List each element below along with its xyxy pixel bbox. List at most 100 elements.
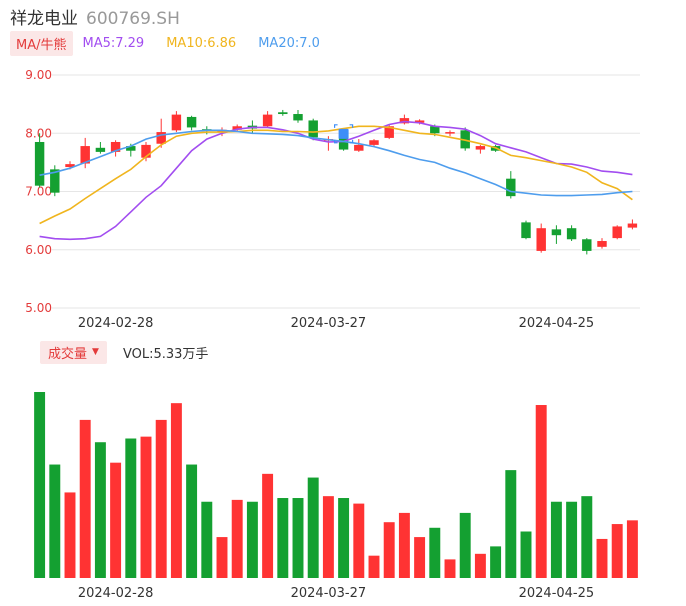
candle-body bbox=[536, 228, 546, 251]
volume-bar bbox=[490, 546, 502, 578]
volume-bar bbox=[474, 553, 486, 578]
candle bbox=[566, 225, 577, 242]
x-tick-label: 2024-04-25 bbox=[519, 316, 595, 331]
volume-bar bbox=[626, 520, 638, 578]
volume-bar bbox=[186, 464, 198, 578]
candle-body bbox=[566, 228, 577, 240]
ma-legend: MA/牛熊 MA5:7.29 MA10:6.86 MA20:7.0 bbox=[10, 30, 320, 56]
candle-body bbox=[186, 116, 197, 128]
volume-bar bbox=[383, 522, 395, 578]
y-tick-label: 5.00 bbox=[25, 301, 52, 315]
volume-bar bbox=[64, 492, 76, 578]
volume-indicator-label: 成交量 bbox=[48, 346, 88, 362]
candle bbox=[399, 114, 410, 125]
volume-bar bbox=[611, 524, 623, 578]
volume-bar bbox=[307, 477, 319, 578]
candle-body bbox=[506, 178, 516, 197]
candle-body bbox=[414, 120, 425, 123]
candle-body bbox=[65, 164, 75, 168]
candle bbox=[445, 130, 455, 137]
volume-bar bbox=[170, 403, 182, 578]
ma10-line bbox=[39, 125, 633, 225]
candle bbox=[475, 144, 486, 154]
volume-bar bbox=[246, 501, 258, 578]
candle-body bbox=[384, 126, 394, 138]
ma-lines bbox=[39, 120, 633, 241]
candle-body bbox=[445, 132, 455, 134]
price-y-axis: 9.00 8.00 7.00 6.00 5.00 bbox=[25, 68, 52, 315]
candle bbox=[612, 225, 622, 240]
volume-bar bbox=[444, 559, 456, 578]
ma20-label: MA20:7.0 bbox=[258, 35, 320, 51]
volume-bar bbox=[155, 419, 167, 578]
volume-legend: 成交量 ▼ VOL:5.33万手 bbox=[40, 340, 208, 364]
ma-indicator-button[interactable]: MA/牛熊 bbox=[10, 30, 73, 56]
candle bbox=[506, 171, 516, 199]
volume-bar bbox=[231, 499, 243, 578]
candle bbox=[50, 165, 60, 197]
volume-bar bbox=[398, 512, 410, 578]
candle bbox=[262, 111, 273, 128]
volume-bar bbox=[505, 470, 517, 578]
candle bbox=[232, 124, 242, 132]
volume-bar bbox=[262, 473, 274, 578]
candle-body bbox=[34, 141, 45, 186]
candle-body bbox=[95, 147, 106, 152]
volume-bar bbox=[79, 419, 91, 578]
candle bbox=[414, 119, 425, 125]
ma10-label: MA10:6.86 bbox=[166, 35, 237, 51]
volume-bar bbox=[322, 496, 334, 578]
volume-bar bbox=[49, 464, 61, 578]
candle bbox=[34, 133, 45, 188]
volume-x-tick-label: 2024-02-28 bbox=[78, 586, 154, 601]
stock-code: 600769.SH bbox=[86, 9, 180, 29]
ma20-line bbox=[39, 129, 633, 197]
candle-body bbox=[156, 132, 166, 144]
candle-body bbox=[354, 144, 364, 151]
candle bbox=[460, 127, 470, 151]
candle-body bbox=[262, 114, 273, 127]
volume-bar bbox=[34, 392, 46, 578]
caret-down-icon: ▼ bbox=[92, 347, 99, 357]
volume-bar bbox=[566, 501, 578, 578]
stock-header: 祥龙电业 600769.SH bbox=[10, 4, 180, 29]
stock-name: 祥龙电业 bbox=[10, 9, 78, 29]
volume-bars bbox=[34, 392, 638, 578]
candle-body bbox=[232, 126, 242, 130]
candle bbox=[536, 223, 546, 253]
candle bbox=[551, 225, 562, 244]
ma5-label: MA5:7.29 bbox=[82, 35, 145, 51]
volume-bar bbox=[520, 531, 532, 578]
cursor-marker-icon bbox=[338, 128, 349, 139]
x-tick-label: 2024-03-27 bbox=[291, 316, 367, 331]
volume-bar bbox=[110, 462, 122, 578]
price-grid bbox=[52, 74, 640, 309]
candle bbox=[156, 118, 166, 148]
ma5-line bbox=[39, 120, 633, 241]
volume-bar bbox=[414, 537, 426, 578]
volume-bar bbox=[140, 436, 152, 578]
candle-body bbox=[110, 141, 121, 152]
volume-bar bbox=[429, 527, 441, 578]
volume-indicator-button[interactable]: 成交量 ▼ bbox=[40, 340, 107, 364]
candle bbox=[597, 238, 607, 249]
candle-body bbox=[627, 223, 638, 228]
candle-body bbox=[308, 120, 318, 138]
volume-bar bbox=[292, 498, 304, 578]
candle-body bbox=[338, 137, 349, 150]
volume-bar bbox=[353, 503, 365, 578]
volume-bar bbox=[596, 538, 608, 578]
candle bbox=[582, 238, 592, 255]
candle-body bbox=[521, 222, 531, 239]
y-tick-label: 6.00 bbox=[25, 243, 52, 257]
candle bbox=[278, 109, 288, 116]
candle bbox=[141, 141, 151, 162]
candles bbox=[34, 109, 638, 255]
volume-x-axis: 2024-02-28 2024-03-27 2024-04-25 bbox=[78, 586, 594, 601]
x-tick-label: 2024-02-28 bbox=[78, 316, 154, 331]
candle bbox=[293, 109, 303, 123]
volume-bar bbox=[368, 555, 380, 578]
candle bbox=[521, 220, 531, 240]
cursor-marker bbox=[334, 124, 354, 144]
